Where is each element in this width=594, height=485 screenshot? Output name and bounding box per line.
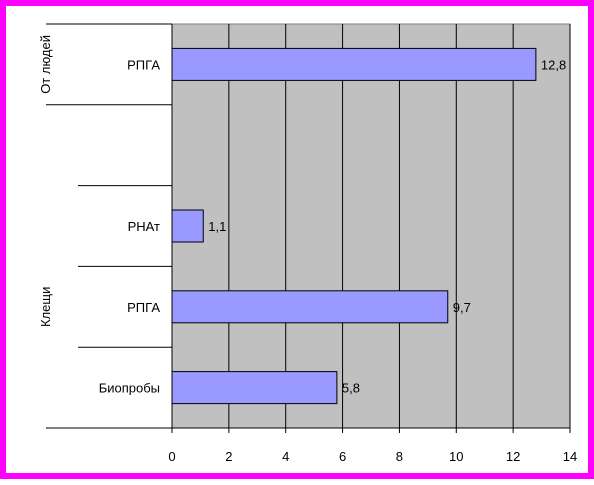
x-tick-label-8: 8 bbox=[396, 449, 403, 464]
category-label: РПГА bbox=[127, 300, 160, 315]
bar bbox=[171, 209, 204, 243]
x-tick-label-14: 14 bbox=[563, 449, 577, 464]
data-label: 5,8 bbox=[342, 381, 360, 396]
plot-area bbox=[171, 23, 571, 429]
bar-chart: 0 2 4 6 8 10 12 14 От людей Клещи РПГА 12,8 РНАт 1,1 Р… bbox=[38, 23, 577, 464]
data-label: 12,8 bbox=[541, 57, 566, 72]
bar bbox=[171, 290, 449, 324]
category-label: РНАт bbox=[128, 219, 160, 234]
group-label: От людей bbox=[38, 35, 53, 94]
category-label: РПГА bbox=[127, 57, 160, 72]
bar bbox=[171, 47, 537, 81]
data-label: 1,1 bbox=[208, 219, 226, 234]
group-label: Клещи bbox=[38, 287, 53, 327]
category-label: Биопробы bbox=[99, 381, 160, 396]
x-tick-label-12: 12 bbox=[506, 449, 520, 464]
x-tick-label-2: 2 bbox=[225, 449, 232, 464]
x-tick-label-4: 4 bbox=[282, 449, 289, 464]
bar bbox=[171, 371, 338, 405]
x-tick-label-6: 6 bbox=[339, 449, 346, 464]
data-label: 9,7 bbox=[453, 300, 471, 315]
x-tick-label-0: 0 bbox=[168, 449, 175, 464]
x-tick-label-10: 10 bbox=[449, 449, 463, 464]
